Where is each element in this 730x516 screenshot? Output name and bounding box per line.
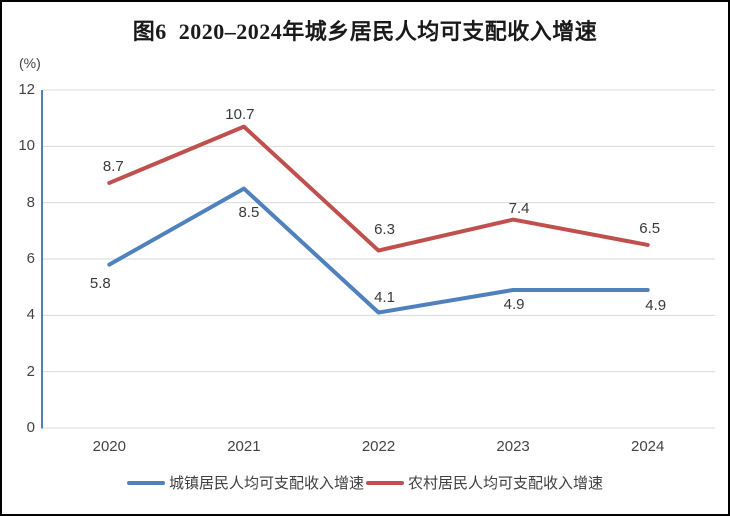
y-tick-label: 0 bbox=[26, 419, 35, 436]
y-tick-label: 6 bbox=[26, 250, 35, 267]
legend-label: 农村居民人均可支配收入增速 bbox=[408, 475, 604, 492]
urban-line-swatch-icon bbox=[126, 480, 165, 485]
x-tick-label: 2020 bbox=[92, 438, 126, 455]
y-tick-label: 8 bbox=[26, 193, 35, 211]
y-tick-label: 2 bbox=[26, 362, 35, 380]
rural-line-swatch-icon bbox=[366, 480, 404, 485]
data-label: 6.3 bbox=[374, 220, 395, 238]
x-tick-label: 2021 bbox=[227, 438, 261, 455]
data-label: 5.8 bbox=[89, 274, 111, 292]
urban-series-line bbox=[107, 186, 650, 315]
legend: 城镇居民人均可支配收入增速 农村居民人均可支配收入增速 bbox=[2, 472, 728, 493]
y-tick-label: 10 bbox=[18, 137, 35, 155]
data-label: 8.5 bbox=[238, 203, 260, 221]
data-label: 8.7 bbox=[102, 157, 124, 175]
legend-item-rural: 农村居民人均可支配收入增速 bbox=[366, 472, 603, 493]
legend-item-urban: 城镇居民人均可支配收入增速 bbox=[126, 472, 364, 493]
y-tick-label: 4 bbox=[26, 306, 35, 324]
y-tick-label: 12 bbox=[18, 81, 35, 98]
x-tick-label: 2024 bbox=[631, 438, 665, 455]
rural-series-line bbox=[107, 124, 650, 253]
data-label: 10.7 bbox=[225, 105, 255, 123]
legend-label: 城镇居民人均可支配收入增速 bbox=[168, 475, 364, 492]
data-label: 4.1 bbox=[374, 288, 395, 306]
data-label: 4.9 bbox=[503, 295, 525, 313]
data-label: 6.5 bbox=[639, 219, 661, 237]
data-label: 7.4 bbox=[508, 199, 530, 217]
x-tick-label: 2022 bbox=[361, 438, 396, 455]
data-label: 4.9 bbox=[645, 296, 667, 314]
y-axis-unit-label: (%) bbox=[19, 55, 41, 71]
x-tick-label: 2023 bbox=[496, 438, 530, 455]
chart-title: 图6 2020–2024年城乡居民人均可支配收入增速 bbox=[132, 19, 598, 44]
